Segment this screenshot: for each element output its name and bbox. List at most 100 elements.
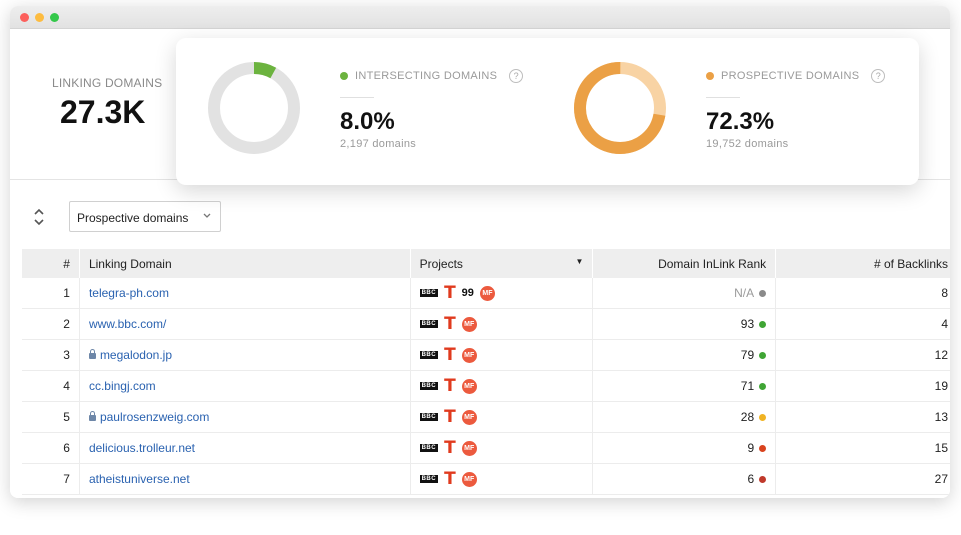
linking-domains-value: 27.3K <box>60 94 146 130</box>
backlinks-count: 8 <box>775 278 950 309</box>
row-number: 7 <box>22 463 80 495</box>
project-bbc-icon[interactable]: BBC <box>419 382 439 390</box>
domain-inlink-rank-cell: 28 <box>592 401 777 433</box>
divider <box>340 97 374 98</box>
project-t-icon[interactable]: T <box>444 407 456 427</box>
maximize-window-button[interactable] <box>50 13 59 22</box>
row-number: 3 <box>22 339 80 371</box>
project-t-icon[interactable]: T <box>444 283 456 303</box>
linking-domain-cell: telegra-ph.com <box>79 278 411 309</box>
projects-cell: BBC T MF <box>410 463 594 495</box>
table-row[interactable]: 2 www.bbc.com/BBC T MF 93 4 <box>22 308 950 340</box>
linking-domain-cell: www.bbc.com/ <box>79 308 411 340</box>
rank-status-dot <box>759 352 767 359</box>
rank-value: 93 <box>740 317 755 331</box>
project-t-icon[interactable]: T <box>444 314 456 334</box>
metrics-card: INTERSECTING DOMAINS ? 8.0% 2,197 domain… <box>176 38 919 185</box>
backlinks-count: 27 <box>775 463 950 495</box>
linking-domain-link[interactable]: atheistuniverse.net <box>88 472 190 486</box>
donut-segment <box>574 62 666 154</box>
project-99-icon[interactable]: 99 <box>461 287 474 299</box>
projects-cell: BBC T MF <box>410 370 594 402</box>
prospective-bullet <box>706 72 714 80</box>
minimize-window-button[interactable] <box>35 13 44 22</box>
intersecting-domains-count: 2,197 domains <box>340 138 417 150</box>
backlinks-count: 19 <box>775 370 950 402</box>
domain-inlink-rank-cell: 71 <box>592 370 777 402</box>
lock-icon <box>88 411 96 421</box>
projects-cell: BBC T MF <box>410 308 594 340</box>
project-mf-icon[interactable]: MF <box>461 440 477 456</box>
project-bbc-icon[interactable]: BBC <box>419 351 439 359</box>
domain-filter-select[interactable]: Prospective domains <box>69 201 221 232</box>
linking-domain-link[interactable]: paulrosenzweig.com <box>99 410 210 424</box>
project-bbc-icon[interactable]: BBC <box>419 413 439 421</box>
project-bbc-icon[interactable]: BBC <box>419 289 439 297</box>
rank-value: 71 <box>740 379 755 393</box>
projects-cell: BBC T MF <box>410 339 594 371</box>
project-mf-icon[interactable]: MF <box>461 471 477 487</box>
lock-icon <box>88 349 96 359</box>
project-mf-icon[interactable]: MF <box>461 409 477 425</box>
linking-domain-cell: atheistuniverse.net <box>79 463 411 495</box>
projects-cell: BBC T 99 MF <box>410 278 594 309</box>
project-mf-icon[interactable]: MF <box>461 347 477 363</box>
project-mf-icon[interactable]: MF <box>461 316 477 332</box>
linking-domain-link[interactable]: cc.bingj.com <box>88 379 156 393</box>
column-header-linking-domain-label: Linking Domain <box>88 256 172 271</box>
chevron-down-icon <box>202 210 212 223</box>
linking-domain-link[interactable]: megalodon.jp <box>99 348 172 362</box>
project-t-icon[interactable]: T <box>444 438 456 458</box>
project-t-icon[interactable]: T <box>444 345 456 365</box>
project-bbc-icon[interactable]: BBC <box>419 320 439 328</box>
prospective-label: PROSPECTIVE DOMAINS <box>721 70 860 82</box>
table-row[interactable]: 6 delicious.trolleur.net BBC T MF 9 15 <box>22 432 950 464</box>
rank-value: 9 <box>747 441 755 455</box>
table-body: 1 telegra-ph.com BBC T 99 MF N/A 8 2 www.bbc.com/… <box>22 278 950 495</box>
table-row[interactable]: 5 paulrosenzweig.com BBC T MF 28 13 <box>22 401 950 433</box>
help-icon[interactable]: ? <box>509 69 524 83</box>
linking-domain-link[interactable]: www.bbc.com/ <box>88 317 167 331</box>
table-header-row: # Linking Domain Projects ▼ Domain InLin… <box>22 249 950 278</box>
project-bbc-icon[interactable]: BBC <box>419 475 439 483</box>
projects-cell: BBC T MF <box>410 401 594 433</box>
domain-inlink-rank-cell: 93 <box>592 308 777 340</box>
prospective-value: 72.3% <box>706 108 775 135</box>
backlinks-count: 13 <box>775 401 950 433</box>
domain-inlink-rank-cell: 6 <box>592 463 777 495</box>
project-mf-icon[interactable]: MF <box>461 378 477 394</box>
column-header-backlinks[interactable]: # of Backlinks <box>775 249 950 278</box>
row-number: 5 <box>22 401 80 433</box>
linking-domain-link[interactable]: telegra-ph.com <box>88 286 169 300</box>
row-number: 4 <box>22 370 80 402</box>
intersecting-donut-chart <box>208 62 300 154</box>
help-icon[interactable]: ? <box>871 69 886 83</box>
project-t-icon[interactable]: T <box>444 469 456 489</box>
domain-inlink-rank-cell: N/A <box>592 278 777 309</box>
column-header-number[interactable]: # <box>22 249 80 278</box>
linking-domain-cell: delicious.trolleur.net <box>79 432 411 464</box>
prospective-donut-chart <box>574 62 666 154</box>
linking-domain-link[interactable]: delicious.trolleur.net <box>88 441 195 455</box>
table-row[interactable]: 1 telegra-ph.com BBC T 99 MF N/A 8 <box>22 278 950 309</box>
rank-status-dot <box>759 476 767 483</box>
caret-down-icon[interactable]: ▼ <box>575 256 584 266</box>
project-bbc-icon[interactable]: BBC <box>419 444 439 452</box>
close-window-button[interactable] <box>20 13 29 22</box>
intersecting-bullet <box>340 72 348 80</box>
table-row[interactable]: 7 atheistuniverse.net BBC T MF 6 27 <box>22 463 950 495</box>
table-row[interactable]: 3 megalodon.jp BBC T MF 79 12 <box>22 339 950 371</box>
project-t-icon[interactable]: T <box>444 376 456 396</box>
column-header-projects[interactable]: Projects ▼ <box>410 249 594 278</box>
sort-toggle-icon[interactable] <box>32 205 46 229</box>
column-header-linking-domain[interactable]: Linking Domain <box>79 249 411 278</box>
column-header-domain-inlink-rank[interactable]: Domain InLink Rank <box>592 249 777 278</box>
donut-segment <box>208 62 300 154</box>
project-mf-icon[interactable]: MF <box>479 285 495 301</box>
table-row[interactable]: 4 cc.bingj.com BBC T MF 71 19 <box>22 370 950 402</box>
rank-status-dot <box>759 414 767 421</box>
donut-track <box>208 62 300 154</box>
linking-domains-label: LINKING DOMAINS <box>52 76 163 90</box>
rank-status-dot <box>759 290 767 297</box>
linking-domain-cell: megalodon.jp <box>79 339 411 371</box>
